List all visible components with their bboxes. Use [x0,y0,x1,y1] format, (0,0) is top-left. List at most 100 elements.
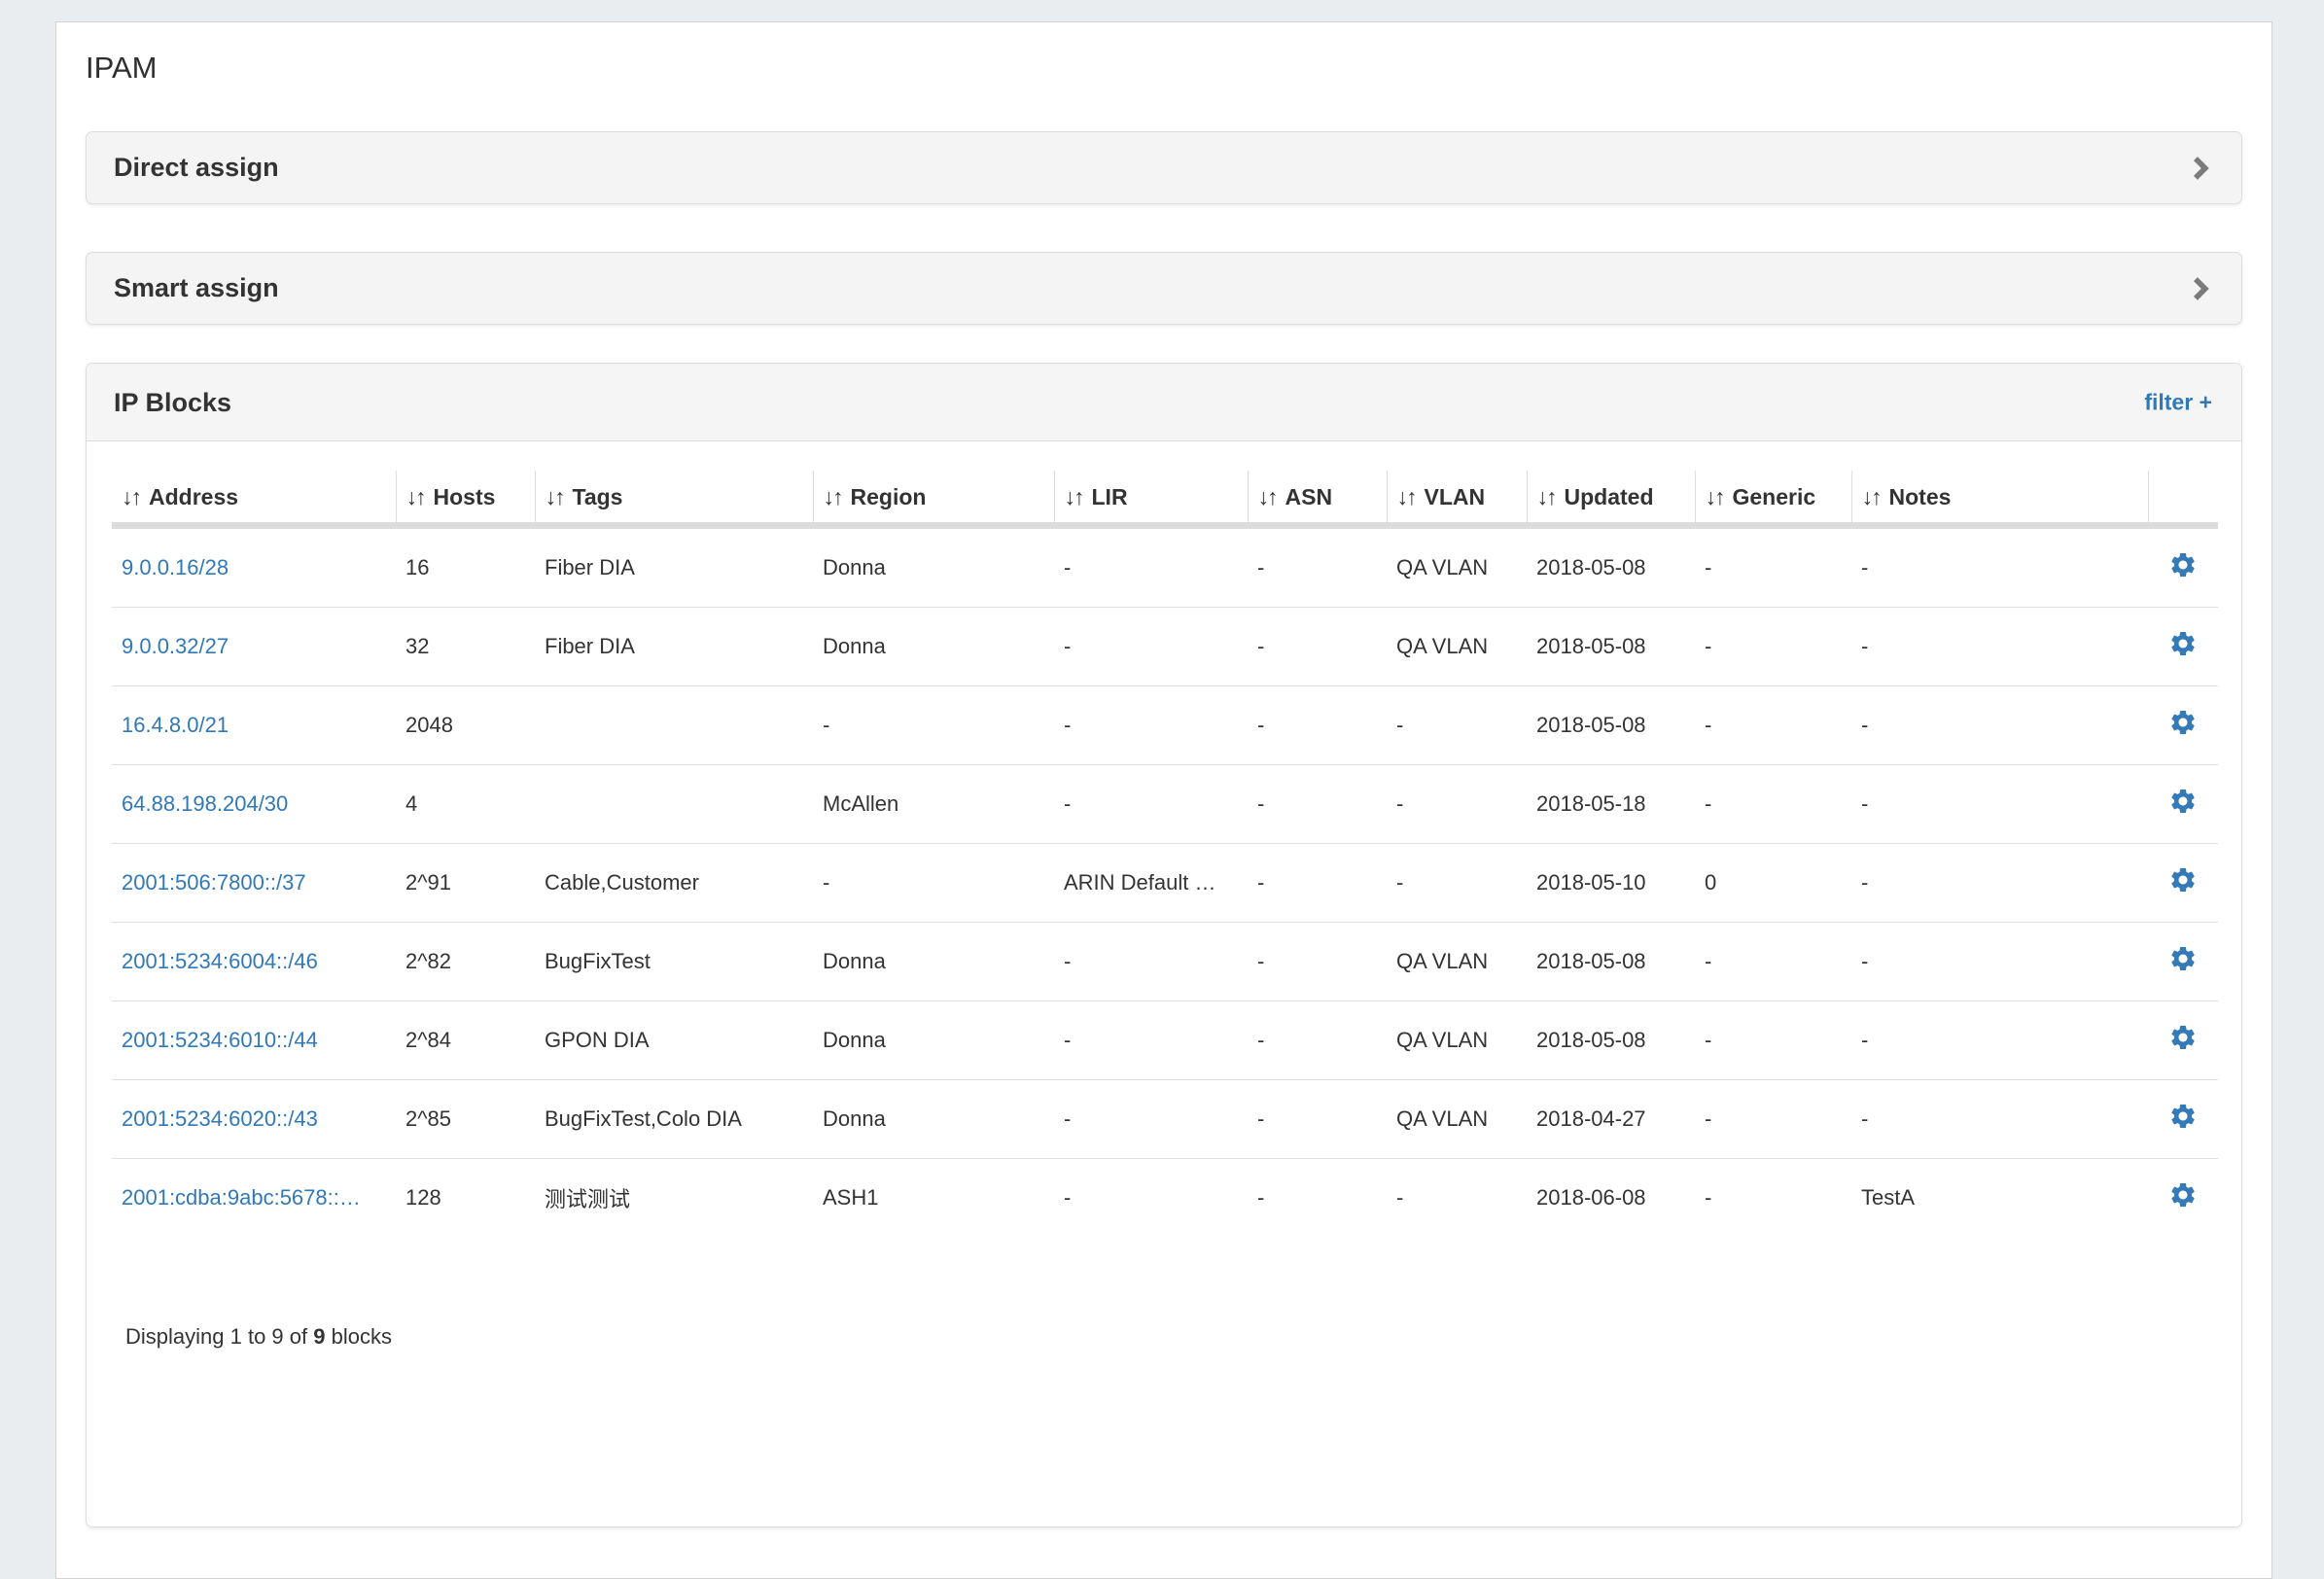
column-label: LIR [1091,484,1128,509]
cell-region: - [813,843,1054,923]
ip-blocks-header: IP Blocks filter + [87,364,2241,441]
cell-actions [2148,764,2218,844]
ip-blocks-panel: IP Blocks filter + ↓↑ Address ↓↑ Hosts ↓↑ Tag… [86,363,2242,1527]
chevron-right-icon [2193,156,2209,180]
sort-icon: ↓↑ [1396,484,1418,509]
cell-address: 16.4.8.0/21 [112,685,396,765]
table-row: 2001:cdba:9abc:5678::… 128 测试测试 ASH1 - - - 2018… [112,1159,2218,1238]
cell-vlan: - [1387,843,1527,923]
address-link[interactable]: 9.0.0.16/28 [122,555,229,579]
address-link[interactable]: 2001:506:7800::/37 [122,870,306,895]
footer-text: Displaying 1 to 9 of [125,1324,314,1349]
cell-vlan: - [1396,1185,1404,1210]
table-row: 16.4.8.0/21 2048- - - -2018-05-08- - [112,685,2218,765]
column-header-region[interactable]: ↓↑ Region [812,471,1054,529]
cell-region: McAllen [813,764,1054,844]
cell-address: 2001:cdba:9abc:5678::… [112,1159,396,1238]
ip-blocks-title: IP Blocks [114,388,232,417]
panel-direct-assign[interactable]: Direct assign [86,131,2242,204]
cell-updated: 2018-05-08 [1527,607,1695,686]
row-settings-button[interactable] [2168,1102,2198,1131]
address-link[interactable]: 9.0.0.32/27 [122,634,229,658]
sort-icon: ↓↑ [1861,484,1883,509]
cell-updated: 2018-04-27 [1527,1079,1695,1159]
column-header-asn[interactable]: ↓↑ ASN [1247,471,1387,529]
cell-generic: - [1705,1185,1712,1210]
cell-tags: GPON DIA [535,1000,813,1080]
cell-tags [535,764,813,844]
column-label: Address [149,484,239,509]
cell-region: Donna [813,1000,1054,1080]
cell-asn: - [1248,1079,1387,1159]
cell-address: 2001:5234:6010::/44 [112,1000,396,1080]
column-header-hosts[interactable]: ↓↑ Hosts [395,471,535,529]
row-settings-button[interactable] [2168,708,2198,737]
cell-vlan: QA VLAN [1387,1079,1527,1159]
table-row: 9.0.0.32/27 32 Fiber DIA Donna - - QA VLAN 2018… [112,607,2218,686]
cell-tags [535,685,813,765]
address-link[interactable]: 16.4.8.0/21 [122,713,229,737]
row-settings-button[interactable] [2168,1180,2198,1210]
cell-region: Donna [813,1079,1054,1159]
cell-asn: - [1248,1000,1387,1080]
row-settings-button[interactable] [2168,787,2198,816]
cell-vlan: QA VLAN [1387,607,1527,686]
address-link[interactable]: 2001:cdba:9abc:5678::… [122,1185,361,1210]
cell-actions [2148,1000,2218,1080]
cell-lir: - [1064,1185,1072,1210]
cell-region: - [813,685,1054,765]
column-header-generic[interactable]: ↓↑ Generic [1694,471,1851,529]
cell-region: ASH1 [823,1185,879,1210]
footer-suffix: blocks [325,1324,392,1349]
cell-vlan: QA VLAN [1387,1000,1527,1080]
address-link[interactable]: 2001:5234:6004::/46 [122,949,318,973]
row-settings-button[interactable] [2168,1023,2198,1052]
cell-tags: Cable,Customer [535,843,813,923]
cell-address: 9.0.0.32/27 [112,607,396,686]
footer-total: 9 [313,1324,326,1349]
address-link[interactable]: 2001:5234:6010::/44 [122,1028,318,1052]
address-link[interactable]: 2001:5234:6020::/43 [122,1106,318,1131]
column-label: VLAN [1424,484,1486,509]
gear-icon [2171,1105,2195,1128]
column-header-lir[interactable]: ↓↑ LIR [1053,471,1248,529]
cell-generic: - [1695,1000,1851,1080]
cell-updated: 2018-05-18 [1527,764,1695,844]
column-header-notes[interactable]: ↓↑ Notes [1850,471,2148,529]
cell-generic: - [1695,922,1851,1001]
cell-region: Donna [813,607,1054,686]
panel-smart-assign[interactable]: Smart assign [86,252,2242,325]
address-link[interactable]: 64.88.198.204/30 [122,791,289,816]
column-header-tags[interactable]: ↓↑ Tags [534,471,813,529]
cell-generic: - [1695,1079,1851,1159]
cell-hosts: 2^84 [396,1000,535,1080]
row-settings-button[interactable] [2168,865,2198,895]
cell-lir: - [1054,1000,1248,1080]
row-settings-button[interactable] [2168,944,2198,973]
cell-address: 64.88.198.204/30 [112,764,396,844]
filter-toggle[interactable]: filter + [2144,389,2212,414]
gear-icon [2171,1183,2195,1207]
table-header-row: ↓↑ Address ↓↑ Hosts ↓↑ Tags ↓↑ Region ↓↑ LIR ↓↑ ASN… [112,471,2218,529]
column-header-updated[interactable]: ↓↑ Updated [1526,471,1695,529]
cell-vlan: QA VLAN [1387,922,1527,1001]
cell-generic: 0 [1695,843,1851,923]
row-settings-button[interactable] [2168,629,2198,658]
cell-tags: 测试测试 [545,1187,631,1211]
column-label: Region [850,484,927,509]
cell-hosts: 2^82 [396,922,535,1001]
column-header-address[interactable]: ↓↑ Address [112,471,396,529]
sort-icon: ↓↑ [545,484,566,509]
panel-smart-assign-label: Smart assign [114,273,279,302]
cell-asn: - [1248,922,1387,1001]
row-settings-button[interactable] [2168,550,2198,579]
column-header-vlan[interactable]: ↓↑ VLAN [1386,471,1527,529]
cell-hosts: 32 [396,607,535,686]
page-title: IPAM [86,51,158,85]
cell-actions [2148,1079,2218,1159]
ipam-card: IPAM Direct assign Smart assign IP Block… [55,21,2272,1579]
cell-actions [2148,607,2218,686]
cell-hosts: 2^85 [396,1079,535,1159]
cell-lir: ARIN Default … [1054,843,1248,923]
cell-asn: - [1248,764,1387,844]
